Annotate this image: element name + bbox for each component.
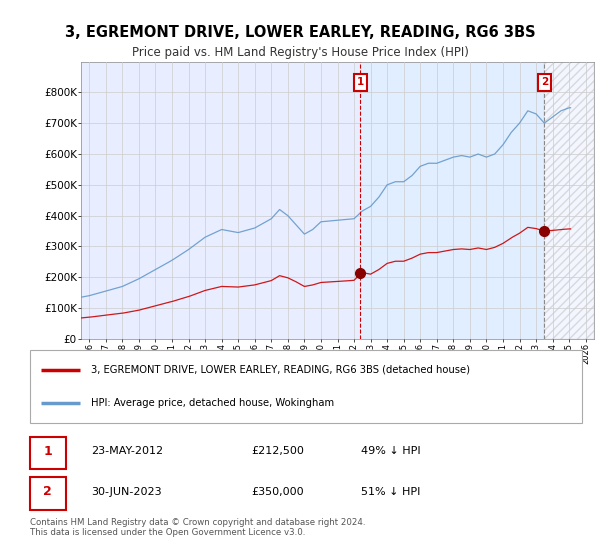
Text: 3, EGREMONT DRIVE, LOWER EARLEY, READING, RG6 3BS (detached house): 3, EGREMONT DRIVE, LOWER EARLEY, READING… bbox=[91, 365, 470, 375]
Text: 1: 1 bbox=[43, 445, 52, 458]
Text: 1: 1 bbox=[357, 77, 364, 87]
Text: 2: 2 bbox=[43, 485, 52, 498]
Text: £350,000: £350,000 bbox=[251, 487, 304, 497]
Text: 49% ↓ HPI: 49% ↓ HPI bbox=[361, 446, 421, 456]
Text: Contains HM Land Registry data © Crown copyright and database right 2024.
This d: Contains HM Land Registry data © Crown c… bbox=[30, 518, 365, 538]
Bar bbox=[361, 62, 544, 339]
Text: HPI: Average price, detached house, Wokingham: HPI: Average price, detached house, Woki… bbox=[91, 398, 334, 408]
Text: 23-MAY-2012: 23-MAY-2012 bbox=[91, 446, 163, 456]
Text: Price paid vs. HM Land Registry's House Price Index (HPI): Price paid vs. HM Land Registry's House … bbox=[131, 46, 469, 59]
FancyBboxPatch shape bbox=[30, 437, 66, 469]
FancyBboxPatch shape bbox=[30, 350, 582, 423]
Text: 51% ↓ HPI: 51% ↓ HPI bbox=[361, 487, 421, 497]
Text: 30-JUN-2023: 30-JUN-2023 bbox=[91, 487, 161, 497]
Text: 3, EGREMONT DRIVE, LOWER EARLEY, READING, RG6 3BS: 3, EGREMONT DRIVE, LOWER EARLEY, READING… bbox=[65, 25, 535, 40]
Text: £212,500: £212,500 bbox=[251, 446, 304, 456]
Text: 2: 2 bbox=[541, 77, 548, 87]
FancyBboxPatch shape bbox=[30, 477, 66, 510]
Bar bbox=[544, 62, 594, 339]
